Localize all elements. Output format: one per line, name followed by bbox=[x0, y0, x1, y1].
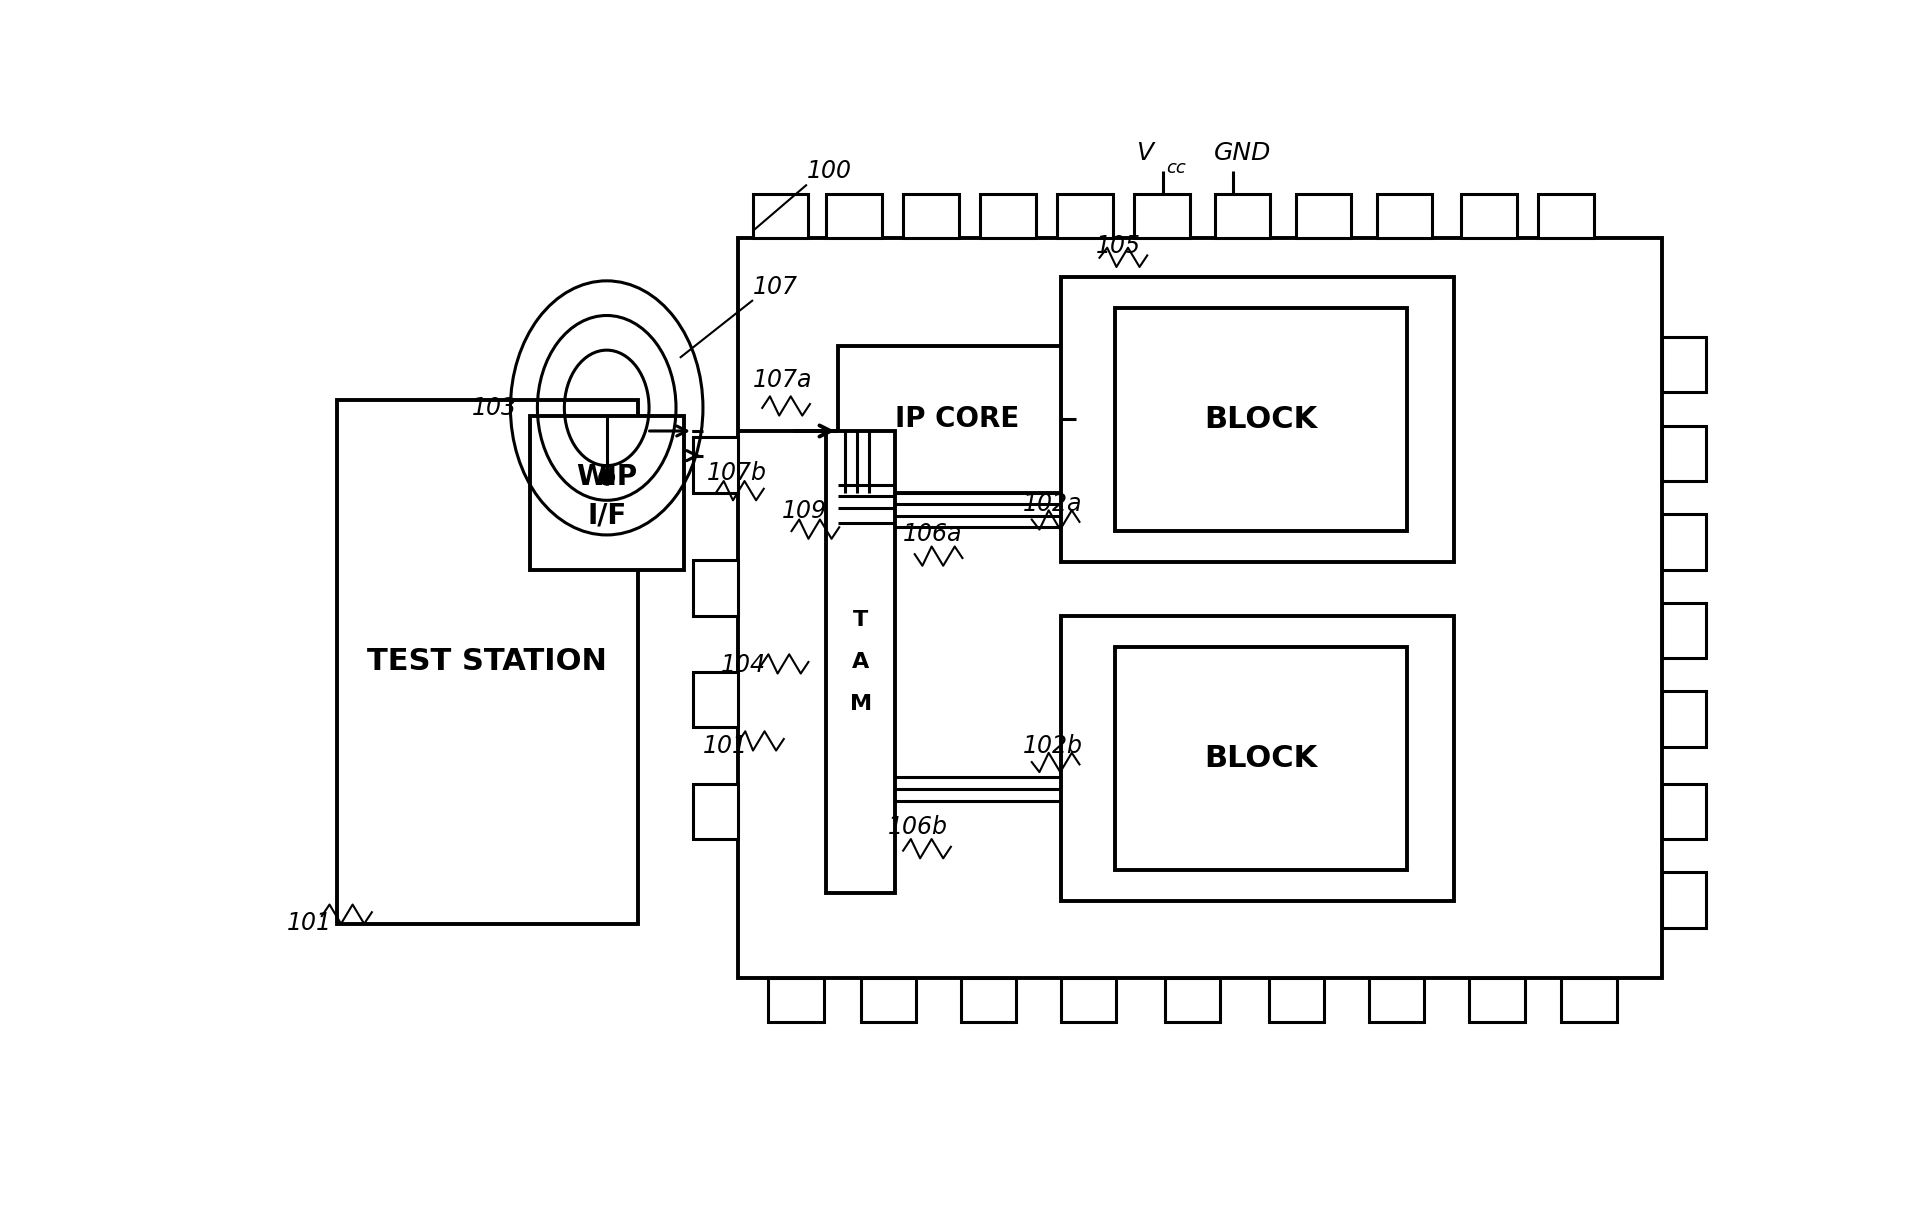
Text: WIP: WIP bbox=[576, 463, 637, 492]
Bar bbox=[1661, 603, 1707, 658]
Text: 107a: 107a bbox=[753, 368, 812, 392]
Bar bbox=[826, 194, 881, 239]
Bar bbox=[1135, 194, 1190, 239]
Bar bbox=[1661, 515, 1707, 569]
Circle shape bbox=[599, 470, 614, 484]
Bar bbox=[1369, 977, 1425, 1022]
Bar bbox=[1062, 615, 1453, 901]
Bar bbox=[1062, 277, 1453, 562]
Bar bbox=[530, 415, 684, 569]
Bar bbox=[902, 194, 958, 239]
Text: 104: 104 bbox=[720, 654, 766, 677]
Bar bbox=[1058, 194, 1112, 239]
Bar bbox=[753, 194, 808, 239]
Text: 109: 109 bbox=[781, 499, 828, 523]
Text: 106b: 106b bbox=[887, 815, 948, 839]
Text: 103: 103 bbox=[472, 396, 516, 420]
Text: 100: 100 bbox=[806, 159, 852, 183]
Text: 107b: 107b bbox=[707, 461, 766, 484]
Bar bbox=[1561, 977, 1617, 1022]
Bar bbox=[693, 784, 737, 839]
Bar bbox=[837, 346, 1077, 493]
Text: cc: cc bbox=[1167, 159, 1187, 177]
Bar bbox=[693, 672, 737, 728]
Bar bbox=[1116, 308, 1407, 532]
Text: GND: GND bbox=[1213, 140, 1271, 165]
Bar bbox=[1461, 194, 1517, 239]
Bar bbox=[1215, 194, 1271, 239]
Bar bbox=[1661, 337, 1707, 392]
Bar bbox=[338, 400, 637, 924]
Text: 105: 105 bbox=[1096, 234, 1140, 258]
Text: T: T bbox=[852, 609, 868, 630]
Bar bbox=[1269, 977, 1325, 1022]
Bar bbox=[1062, 977, 1116, 1022]
Text: 106a: 106a bbox=[902, 522, 962, 546]
Text: 107: 107 bbox=[753, 275, 799, 299]
Bar bbox=[693, 437, 737, 493]
Bar bbox=[1377, 194, 1432, 239]
Text: 102a: 102a bbox=[1023, 492, 1083, 516]
Bar bbox=[960, 977, 1016, 1022]
Bar bbox=[768, 977, 824, 1022]
Text: M: M bbox=[851, 694, 872, 714]
Text: A: A bbox=[852, 652, 870, 672]
Text: TEST STATION: TEST STATION bbox=[367, 648, 607, 677]
Bar bbox=[1661, 691, 1707, 747]
Text: I/F: I/F bbox=[588, 501, 626, 529]
Bar bbox=[1661, 425, 1707, 481]
Bar bbox=[1661, 872, 1707, 928]
Text: 101: 101 bbox=[288, 912, 332, 935]
Bar bbox=[1116, 647, 1407, 869]
Text: V: V bbox=[1137, 140, 1154, 165]
Bar bbox=[979, 194, 1035, 239]
Bar bbox=[860, 977, 916, 1022]
Bar bbox=[826, 431, 895, 893]
Text: BLOCK: BLOCK bbox=[1204, 744, 1317, 773]
Bar bbox=[1538, 194, 1594, 239]
Bar bbox=[1469, 977, 1524, 1022]
Text: IP CORE: IP CORE bbox=[895, 406, 1020, 434]
Bar bbox=[693, 561, 737, 615]
Text: 102b: 102b bbox=[1023, 734, 1083, 758]
Bar bbox=[1296, 194, 1352, 239]
Bar bbox=[1165, 977, 1221, 1022]
Bar bbox=[737, 239, 1661, 977]
Bar bbox=[1661, 784, 1707, 839]
Text: 101: 101 bbox=[703, 734, 749, 758]
Text: BLOCK: BLOCK bbox=[1204, 404, 1317, 434]
